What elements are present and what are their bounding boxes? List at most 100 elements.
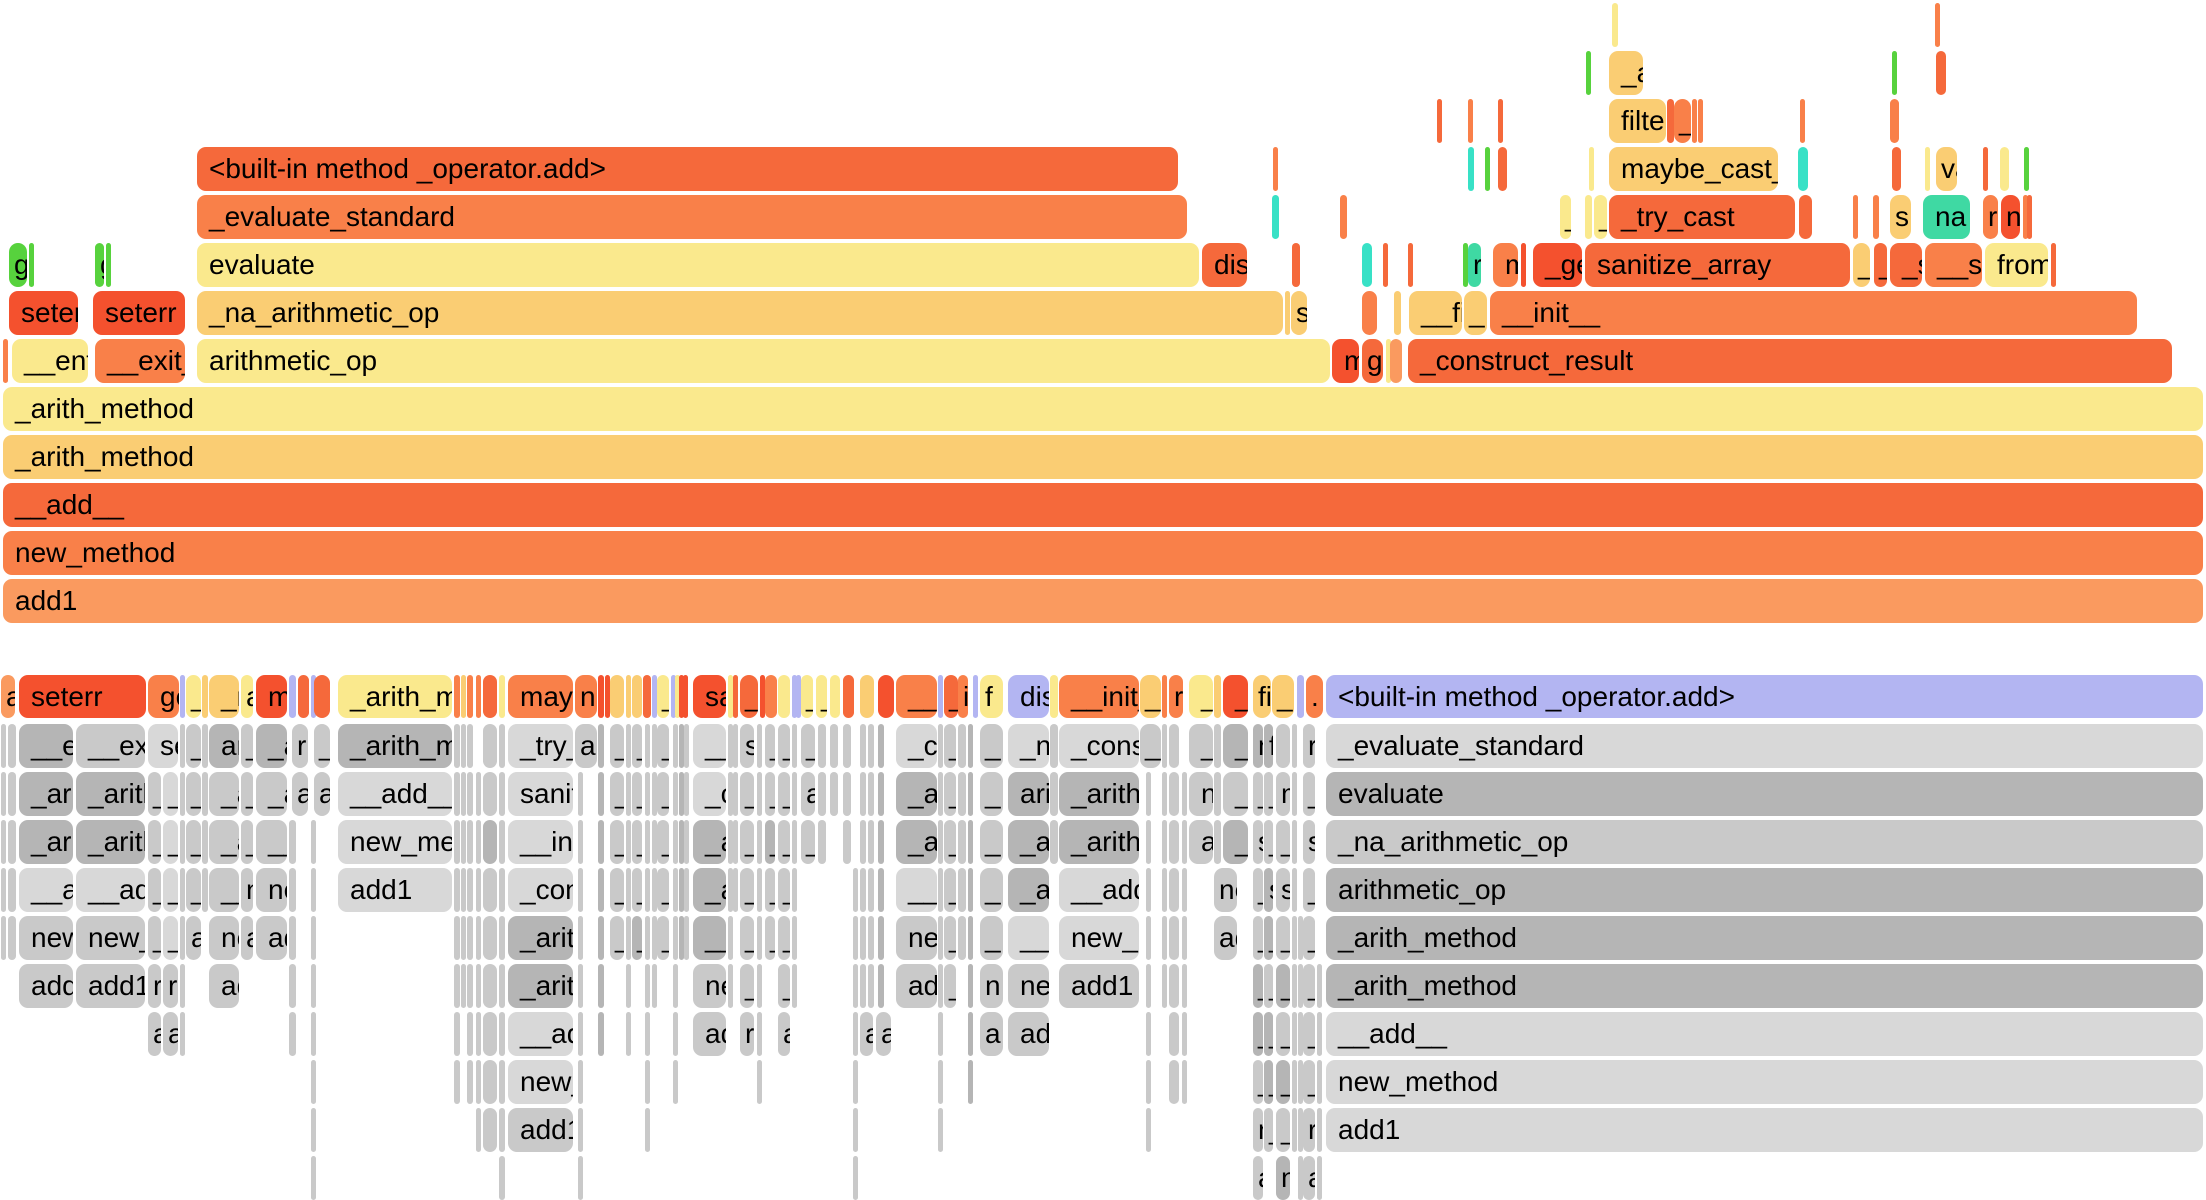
- flame-frame[interactable]: [792, 724, 797, 768]
- flame-frame[interactable]: new_method: [19, 916, 73, 960]
- flame-frame[interactable]: [289, 820, 296, 864]
- flame-frame[interactable]: _arith_method: [19, 820, 73, 864]
- flame-frame[interactable]: _: [657, 820, 669, 864]
- flame-frame[interactable]: [1214, 772, 1221, 816]
- flame-frame[interactable]: _: [186, 772, 201, 816]
- flame-frame[interactable]: [483, 1060, 497, 1104]
- flame-frame[interactable]: _: [801, 820, 815, 864]
- flame-frame[interactable]: [1437, 99, 1442, 143]
- flame-frame[interactable]: [1386, 339, 1391, 383]
- flame-frame[interactable]: r: [292, 724, 308, 768]
- flame-frame[interactable]: _: [1594, 195, 1607, 239]
- flame-frame[interactable]: [1169, 772, 1179, 816]
- flame-frame[interactable]: [679, 772, 684, 816]
- flame-frame[interactable]: [1182, 772, 1187, 816]
- flame-frame[interactable]: [792, 916, 797, 960]
- flame-frame[interactable]: __add__: [693, 916, 726, 960]
- flame-frame[interactable]: [467, 868, 473, 912]
- flame-frame[interactable]: [298, 675, 309, 718]
- flame-frame[interactable]: [1498, 99, 1503, 143]
- flame-frame[interactable]: evaluate: [197, 243, 1199, 287]
- flame-frame[interactable]: _arith_method: [256, 724, 287, 768]
- flame-frame[interactable]: _arith_method: [19, 772, 73, 816]
- flame-frame[interactable]: a: [1253, 1156, 1263, 1200]
- flame-frame[interactable]: _: [163, 772, 178, 816]
- flame-frame[interactable]: _: [1303, 868, 1315, 912]
- flame-frame[interactable]: [938, 772, 943, 816]
- flame-frame[interactable]: [467, 964, 473, 1008]
- flame-frame[interactable]: [1162, 675, 1167, 718]
- flame-frame[interactable]: [454, 724, 460, 768]
- flame-frame[interactable]: [499, 772, 505, 816]
- flame-frame[interactable]: _arith_method: [256, 772, 287, 816]
- flame-frame[interactable]: [860, 820, 866, 864]
- flame-frame[interactable]: [202, 820, 208, 864]
- flame-frame[interactable]: _arith_method: [3, 435, 2203, 479]
- flame-frame[interactable]: <built-in method _operator.add>: [197, 147, 1178, 191]
- flame-frame[interactable]: [673, 916, 678, 960]
- flame-frame[interactable]: [598, 916, 604, 960]
- flame-frame[interactable]: [1146, 1108, 1151, 1152]
- flame-frame[interactable]: [973, 675, 978, 718]
- flame-frame[interactable]: [578, 1060, 583, 1104]
- flame-frame[interactable]: [311, 964, 316, 1008]
- flame-frame[interactable]: [860, 724, 866, 768]
- flame-frame[interactable]: r: [1983, 195, 1998, 239]
- flame-frame[interactable]: n: [1253, 724, 1263, 768]
- flame-frame[interactable]: .: [1306, 675, 1323, 718]
- flame-frame[interactable]: [757, 964, 762, 1008]
- flame-frame[interactable]: [757, 916, 762, 960]
- flame-frame[interactable]: [1298, 1012, 1303, 1056]
- flame-frame[interactable]: _: [740, 820, 754, 864]
- flame-frame[interactable]: [958, 724, 966, 768]
- flame-frame[interactable]: [853, 964, 858, 1008]
- flame-frame[interactable]: [645, 1012, 650, 1056]
- flame-frame[interactable]: [757, 1060, 762, 1104]
- flame-frame[interactable]: [1169, 868, 1179, 912]
- flame-frame[interactable]: _: [1264, 1060, 1273, 1104]
- flame-frame[interactable]: arithmetic_op: [1326, 868, 2203, 912]
- flame-frame[interactable]: m: [256, 675, 287, 718]
- flame-frame[interactable]: [476, 964, 481, 1008]
- flame-frame[interactable]: _: [1303, 772, 1315, 816]
- flame-frame[interactable]: [1, 820, 6, 864]
- flame-frame[interactable]: [843, 724, 851, 768]
- flame-frame[interactable]: [958, 772, 966, 816]
- flame-frame[interactable]: _evaluate_standard: [197, 195, 1187, 239]
- flame-frame[interactable]: _: [1303, 964, 1315, 1008]
- flame-frame[interactable]: [968, 820, 973, 864]
- flame-frame[interactable]: _arith_method: [1223, 724, 1248, 768]
- flame-frame[interactable]: _arith_method: [76, 820, 145, 864]
- flame-frame[interactable]: [968, 964, 973, 1008]
- flame-frame[interactable]: [645, 1060, 650, 1104]
- flame-frame[interactable]: [1317, 1012, 1322, 1056]
- flame-frame[interactable]: [499, 675, 505, 718]
- flame-frame[interactable]: [1340, 195, 1347, 239]
- flame-frame[interactable]: _evaluate_standard: [1326, 724, 2203, 768]
- flame-frame[interactable]: [311, 868, 316, 912]
- flame-frame[interactable]: [1408, 243, 1413, 287]
- flame-frame[interactable]: [1162, 868, 1167, 912]
- flame-frame[interactable]: _arith_method: [1326, 916, 2203, 960]
- flame-frame[interactable]: r: [1468, 243, 1481, 287]
- flame-frame[interactable]: s: [1276, 868, 1290, 912]
- flame-frame[interactable]: [958, 868, 966, 912]
- flame-frame[interactable]: _arith_method: [76, 772, 145, 816]
- flame-frame[interactable]: _: [610, 868, 624, 912]
- flame-frame[interactable]: [733, 675, 738, 718]
- flame-frame[interactable]: s: [1890, 195, 1911, 239]
- flame-frame[interactable]: [1297, 675, 1304, 718]
- flame-frame[interactable]: [476, 1108, 481, 1152]
- flame-frame[interactable]: [1298, 964, 1303, 1008]
- flame-frame[interactable]: add1: [76, 964, 145, 1008]
- flame-frame[interactable]: [673, 724, 678, 768]
- flame-frame[interactable]: [1146, 1060, 1151, 1104]
- flame-frame[interactable]: [868, 916, 874, 960]
- flame-frame[interactable]: [483, 868, 497, 912]
- flame-frame[interactable]: [1146, 868, 1151, 912]
- flame-frame[interactable]: [1169, 916, 1179, 960]
- flame-frame[interactable]: [1, 772, 6, 816]
- flame-frame[interactable]: [1292, 820, 1297, 864]
- flame-frame[interactable]: [1317, 1060, 1322, 1104]
- flame-frame[interactable]: [483, 675, 497, 718]
